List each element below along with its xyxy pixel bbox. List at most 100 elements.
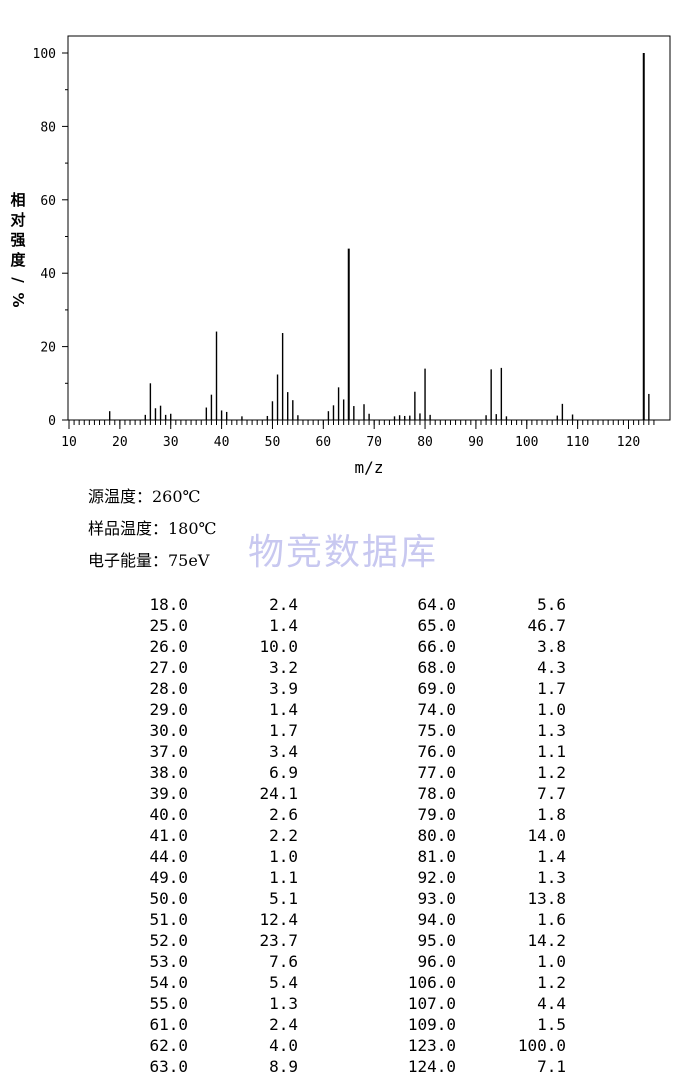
intensity-cell: 1.4 (269, 616, 298, 635)
table-row: 29.0 1.4 74.0 1.0 (0, 700, 696, 721)
spectrum-bars (108, 53, 650, 420)
intensity-cell: 4.3 (537, 658, 566, 677)
x-tick-label: 20 (112, 435, 128, 450)
intensity-cell: 1.5 (537, 1015, 566, 1034)
intensity-cell: 7.1 (537, 1057, 566, 1076)
mz-cell: 40.0 (149, 805, 188, 824)
y-tick-label: 0 (48, 414, 56, 429)
y-axis-label-char: / (9, 277, 27, 283)
mz-cell: 74.0 (417, 700, 456, 719)
intensity-cell: 3.9 (269, 679, 298, 698)
intensity-cell: 2.4 (269, 595, 298, 614)
mz-cell: 107.0 (407, 994, 456, 1013)
source-temperature: 源温度：260℃ (88, 487, 201, 506)
mz-cell: 93.0 (417, 889, 456, 908)
intensity-cell: 5.1 (269, 889, 298, 908)
watermark: 物竞数据库 (248, 532, 439, 573)
intensity-cell: 13.8 (527, 889, 566, 908)
mz-cell: 29.0 (149, 700, 188, 719)
mz-cell: 27.0 (149, 658, 188, 677)
mz-cell: 64.0 (417, 595, 456, 614)
intensity-cell: 3.8 (537, 637, 566, 656)
x-tick-label: 60 (315, 435, 331, 450)
intensity-cell: 1.0 (537, 952, 566, 971)
table-row: 18.0 2.4 64.0 5.6 (0, 595, 696, 616)
y-axis-label-char: 强 (10, 231, 25, 249)
intensity-cell: 1.0 (269, 847, 298, 866)
table-row: 49.0 1.1 92.0 1.3 (0, 868, 696, 889)
intensity-cell: 2.4 (269, 1015, 298, 1034)
table-row: 51.0 12.4 94.0 1.6 (0, 910, 696, 931)
table-row: 61.0 2.4 109.0 1.5 (0, 1015, 696, 1036)
mz-cell: 51.0 (149, 910, 188, 929)
intensity-cell: 1.0 (537, 700, 566, 719)
intensity-cell: 10.0 (259, 637, 298, 656)
table-row: 28.0 3.9 69.0 1.7 (0, 679, 696, 700)
mz-cell: 77.0 (417, 763, 456, 782)
mass-spectrum-chart: 0 20 40 60 80 100 10 20 30 40 50 60 70 80 90 100 110 120… (9, 35, 671, 477)
table-row: 55.0 1.3 107.0 4.4 (0, 994, 696, 1015)
table-row: 44.0 1.0 81.0 1.4 (0, 847, 696, 868)
intensity-cell: 1.6 (537, 910, 566, 929)
intensity-cell: 46.7 (527, 616, 566, 635)
mz-cell: 28.0 (149, 679, 188, 698)
table-row: 38.0 6.9 77.0 1.2 (0, 763, 696, 784)
x-tick-label: 50 (265, 435, 281, 450)
mz-cell: 81.0 (417, 847, 456, 866)
intensity-cell: 14.0 (527, 826, 566, 845)
mz-cell: 79.0 (417, 805, 456, 824)
y-tick-label: 20 (40, 341, 56, 356)
table-row: 41.0 2.2 80.0 14.0 (0, 826, 696, 847)
intensity-cell: 8.9 (269, 1057, 298, 1076)
intensity-cell: 23.7 (259, 931, 298, 950)
mz-cell: 109.0 (407, 1015, 456, 1034)
mz-cell: 65.0 (417, 616, 456, 635)
mz-cell: 61.0 (149, 1015, 188, 1034)
intensity-cell: 1.3 (537, 868, 566, 887)
intensity-cell: 1.1 (269, 868, 298, 887)
mz-cell: 68.0 (417, 658, 456, 677)
table-row: 50.0 5.1 93.0 13.8 (0, 889, 696, 910)
intensity-cell: 1.2 (537, 973, 566, 992)
intensity-cell: 5.4 (269, 973, 298, 992)
intensity-cell: 1.4 (537, 847, 566, 866)
mz-cell: 52.0 (149, 931, 188, 950)
intensity-cell: 1.2 (537, 763, 566, 782)
y-axis-label-char: 对 (10, 211, 25, 229)
intensity-cell: 1.3 (537, 721, 566, 740)
x-tick-label: 100 (515, 435, 538, 450)
intensity-cell: 3.4 (269, 742, 298, 761)
intensity-cell: 1.3 (269, 994, 298, 1013)
intensity-cell: 1.7 (269, 721, 298, 740)
intensity-cell: 7.7 (537, 784, 566, 803)
electron-energy: 电子能量：75eV (88, 551, 210, 570)
mz-cell: 63.0 (149, 1057, 188, 1076)
intensity-cell: 4.0 (269, 1036, 298, 1055)
intensity-cell: 5.6 (537, 595, 566, 614)
intensity-cell: 3.2 (269, 658, 298, 677)
table-row: 54.0 5.4 106.0 1.2 (0, 973, 696, 994)
mz-cell: 106.0 (407, 973, 456, 992)
mz-cell: 95.0 (417, 931, 456, 950)
intensity-cell: 2.6 (269, 805, 298, 824)
table-row: 26.0 10.0 66.0 3.8 (0, 637, 696, 658)
table-row: 40.0 2.6 79.0 1.8 (0, 805, 696, 826)
mz-cell: 49.0 (149, 868, 188, 887)
plot-frame (67, 35, 671, 421)
mz-cell: 55.0 (149, 994, 188, 1013)
mz-cell: 25.0 (149, 616, 188, 635)
mz-cell: 75.0 (417, 721, 456, 740)
intensity-cell: 1.7 (537, 679, 566, 698)
table-row: 62.0 4.0 123.0 100.0 (0, 1036, 696, 1057)
intensity-cell: 24.1 (259, 784, 298, 803)
mz-cell: 96.0 (417, 952, 456, 971)
x-tick-label: 10 (61, 435, 77, 450)
mz-cell: 54.0 (149, 973, 188, 992)
table-row: 63.0 8.9 124.0 7.1 (0, 1057, 696, 1078)
x-tick-label: 90 (468, 435, 484, 450)
mz-cell: 66.0 (417, 637, 456, 656)
y-tick-label: 100 (33, 47, 56, 62)
mz-cell: 30.0 (149, 721, 188, 740)
mz-cell: 26.0 (149, 637, 188, 656)
